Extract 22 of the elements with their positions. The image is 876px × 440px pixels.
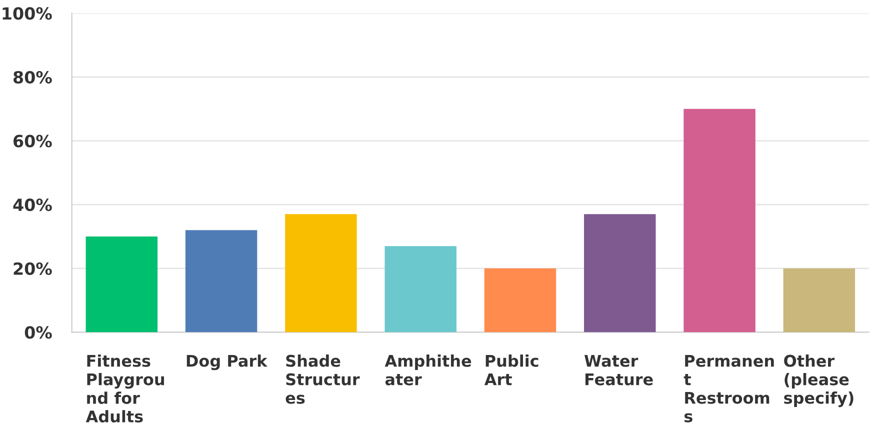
y-tick-label: 80% xyxy=(14,70,52,84)
y-tick-label: 60% xyxy=(14,134,52,148)
y-tick-label: 100% xyxy=(2,7,52,20)
bar xyxy=(684,108,756,332)
bar xyxy=(783,268,856,332)
x-tick-label: Fitness Playground for Adults xyxy=(86,354,164,422)
bar xyxy=(285,214,357,332)
x-tick-label: Other (please specify) xyxy=(784,354,854,408)
bar xyxy=(185,230,258,332)
bar xyxy=(584,214,656,332)
y-tick-label: 40% xyxy=(13,198,52,212)
bar xyxy=(86,236,158,332)
x-tick-label: Permanent Restrooms xyxy=(684,355,774,422)
y-tick-label: 20% xyxy=(14,262,52,275)
x-tick-label: Public Art xyxy=(484,354,538,386)
bar xyxy=(484,268,556,332)
x-tick-label: Water Feature xyxy=(584,355,653,386)
x-tick-label: Shade Structures xyxy=(286,354,360,404)
bar xyxy=(384,246,456,332)
y-tick-label: 0% xyxy=(24,326,52,339)
x-tick-label: Dog Park xyxy=(186,354,268,370)
x-tick-label: Amphitheater xyxy=(384,354,472,386)
